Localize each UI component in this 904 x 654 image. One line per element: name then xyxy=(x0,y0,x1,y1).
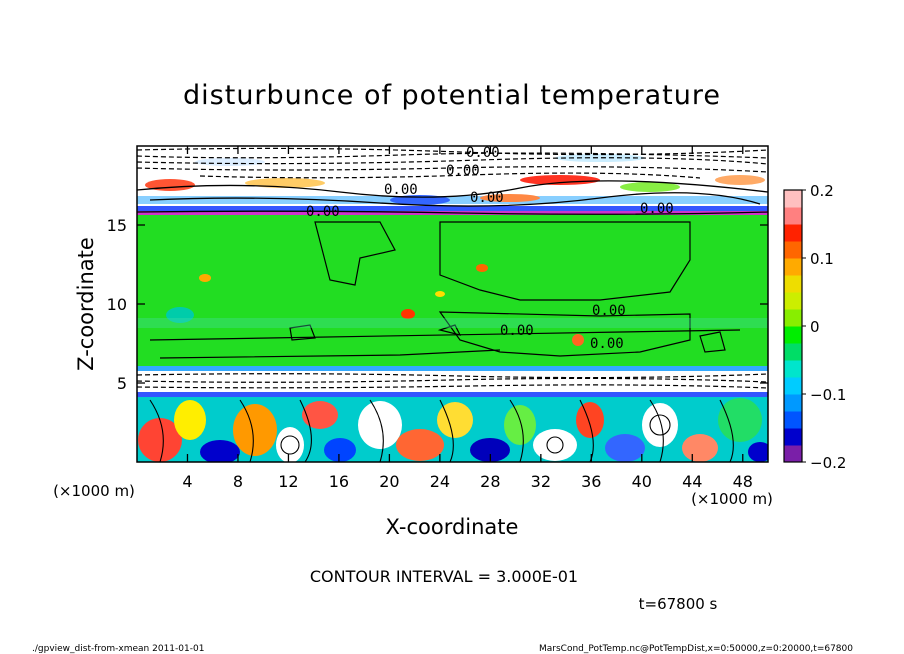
contour-label: 0.00 xyxy=(640,201,674,217)
colorbar-segment xyxy=(784,394,802,412)
colorbar-segment xyxy=(784,411,802,429)
contour-interval-text: CONTOUR INTERVAL = 3.000E-01 xyxy=(310,567,578,586)
colorbar: 0.2 0.1 0 −0.1 −0.2 xyxy=(783,182,846,472)
x-axis-unit: (×1000 m) xyxy=(691,490,773,508)
mid-level-spots xyxy=(137,264,768,346)
y-tick-label: 15 xyxy=(107,216,127,235)
colorbar-segment xyxy=(784,326,802,344)
x-tick-label: 4 xyxy=(182,472,192,491)
x-tick-label: 32 xyxy=(531,472,551,491)
lower-solid-contours xyxy=(149,399,734,462)
colorbar-segment xyxy=(784,190,802,208)
colorbar-segment xyxy=(784,377,802,395)
x-tick-label: 28 xyxy=(480,472,500,491)
y-tick-label: 10 xyxy=(107,295,127,314)
y-axis-label: Z-coordinate xyxy=(74,237,98,371)
contour-label: 0.00 xyxy=(592,303,626,319)
x-axis-label: X-coordinate xyxy=(386,515,519,539)
colorbar-segment xyxy=(784,292,802,310)
x-tick-label: 20 xyxy=(379,472,399,491)
colorbar-tick-label: −0.1 xyxy=(810,386,846,404)
colorbar-segment xyxy=(784,258,802,276)
x-tick-label: 36 xyxy=(581,472,601,491)
x-axis: 4 8 12 16 20 24 28 32 36 40 44 48 xyxy=(182,146,753,491)
contour-labels: 0.00 0.00 0.00 0.00 0.00 0.00 0.00 0.00 … xyxy=(306,145,674,352)
contour-label: 0.00 xyxy=(446,163,480,179)
x-tick-label: 48 xyxy=(733,472,753,491)
footer-left: ./gpview_dist-from-xmean 2011-01-01 xyxy=(32,644,204,654)
contour-label: 0.00 xyxy=(384,182,418,198)
contour-label: 0.00 xyxy=(590,336,624,352)
footer-right: MarsCond_PotTemp.nc@PotTempDist,x=0:5000… xyxy=(539,644,853,654)
y-axis-unit: (×1000 m) xyxy=(53,482,135,500)
upper-solid-contours xyxy=(137,180,768,215)
x-tick-label: 40 xyxy=(632,472,652,491)
y-axis: 5 10 15 xyxy=(107,216,768,393)
colorbar-segment xyxy=(784,224,802,242)
colorbar-segment xyxy=(784,207,802,225)
colorbar-segment xyxy=(784,343,802,361)
contour-label: 0.00 xyxy=(470,190,504,206)
colorbar-tick-label: 0 xyxy=(810,318,820,336)
colorbar-tick-label: −0.2 xyxy=(810,454,846,472)
colorbar-segment xyxy=(784,428,802,446)
x-tick-label: 16 xyxy=(329,472,349,491)
colorbar-segment xyxy=(784,275,802,293)
time-text: t=67800 s xyxy=(639,595,718,613)
colorbar-segment xyxy=(784,445,802,463)
upper-dashed-contours xyxy=(137,147,768,179)
chart-title: disturbunce of potential temperature xyxy=(183,80,721,111)
x-tick-label: 24 xyxy=(430,472,450,491)
colorbar-segment xyxy=(784,241,802,259)
plot-area xyxy=(137,146,768,462)
colorbar-tick-label: 0.1 xyxy=(810,250,834,268)
colorbar-segment xyxy=(784,360,802,378)
colorbar-segment xyxy=(784,309,802,327)
lower-turbulent-features xyxy=(138,398,768,462)
contour-label: 0.00 xyxy=(500,323,534,339)
lower-layer-band xyxy=(137,370,768,392)
mid-level-contours xyxy=(149,221,741,359)
x-tick-label: 12 xyxy=(278,472,298,491)
contour-label: 0.00 xyxy=(306,204,340,220)
lower-dashed-contours xyxy=(137,373,768,389)
x-tick-label: 8 xyxy=(233,472,243,491)
contour-label: 0.00 xyxy=(466,145,500,161)
colorbar-tick-label: 0.2 xyxy=(810,182,834,200)
x-tick-label: 44 xyxy=(682,472,702,491)
y-tick-label: 5 xyxy=(117,374,127,393)
